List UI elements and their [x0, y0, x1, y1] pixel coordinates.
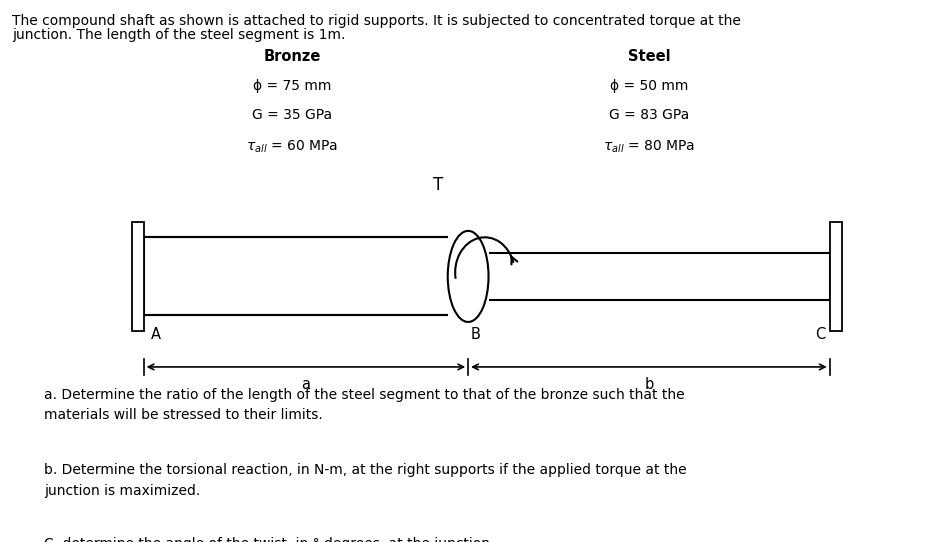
Text: b. Determine the torsional reaction, in N-m, at the right supports if the applie: b. Determine the torsional reaction, in …	[44, 463, 687, 498]
Bar	[132, 222, 144, 331]
Text: $\tau_{all}$ = 80 MPa: $\tau_{all}$ = 80 MPa	[603, 138, 695, 154]
Ellipse shape	[448, 231, 489, 322]
Text: The compound shaft as shown is attached to rigid supports. It is subjected to co: The compound shaft as shown is attached …	[12, 14, 741, 28]
Text: T: T	[433, 176, 444, 194]
Text: G = 35 GPa: G = 35 GPa	[252, 108, 332, 122]
Text: G = 83 GPa: G = 83 GPa	[609, 108, 689, 122]
Bar	[144, 237, 468, 315]
Text: $\tau_{all}$ = 60 MPa: $\tau_{all}$ = 60 MPa	[246, 138, 338, 154]
Text: A: A	[151, 327, 161, 343]
Text: a: a	[301, 377, 311, 392]
Text: B: B	[471, 327, 481, 343]
Text: a. Determine the ratio of the length of the steel segment to that of the bronze : a. Determine the ratio of the length of …	[44, 388, 685, 422]
Text: ϕ = 75 mm: ϕ = 75 mm	[253, 79, 331, 93]
Text: C: C	[815, 327, 825, 343]
Text: Steel: Steel	[628, 49, 670, 64]
Text: C. determine the angle of the twist, in ° degrees, at the junction.: C. determine the angle of the twist, in …	[44, 537, 495, 542]
Bar	[468, 253, 830, 300]
Text: ϕ = 50 mm: ϕ = 50 mm	[610, 79, 688, 93]
Text: b: b	[644, 377, 654, 392]
Bar	[448, 231, 489, 322]
Text: Bronze: Bronze	[263, 49, 321, 64]
Text: junction. The length of the steel segment is 1m.: junction. The length of the steel segmen…	[12, 28, 346, 42]
Bar	[830, 222, 842, 331]
